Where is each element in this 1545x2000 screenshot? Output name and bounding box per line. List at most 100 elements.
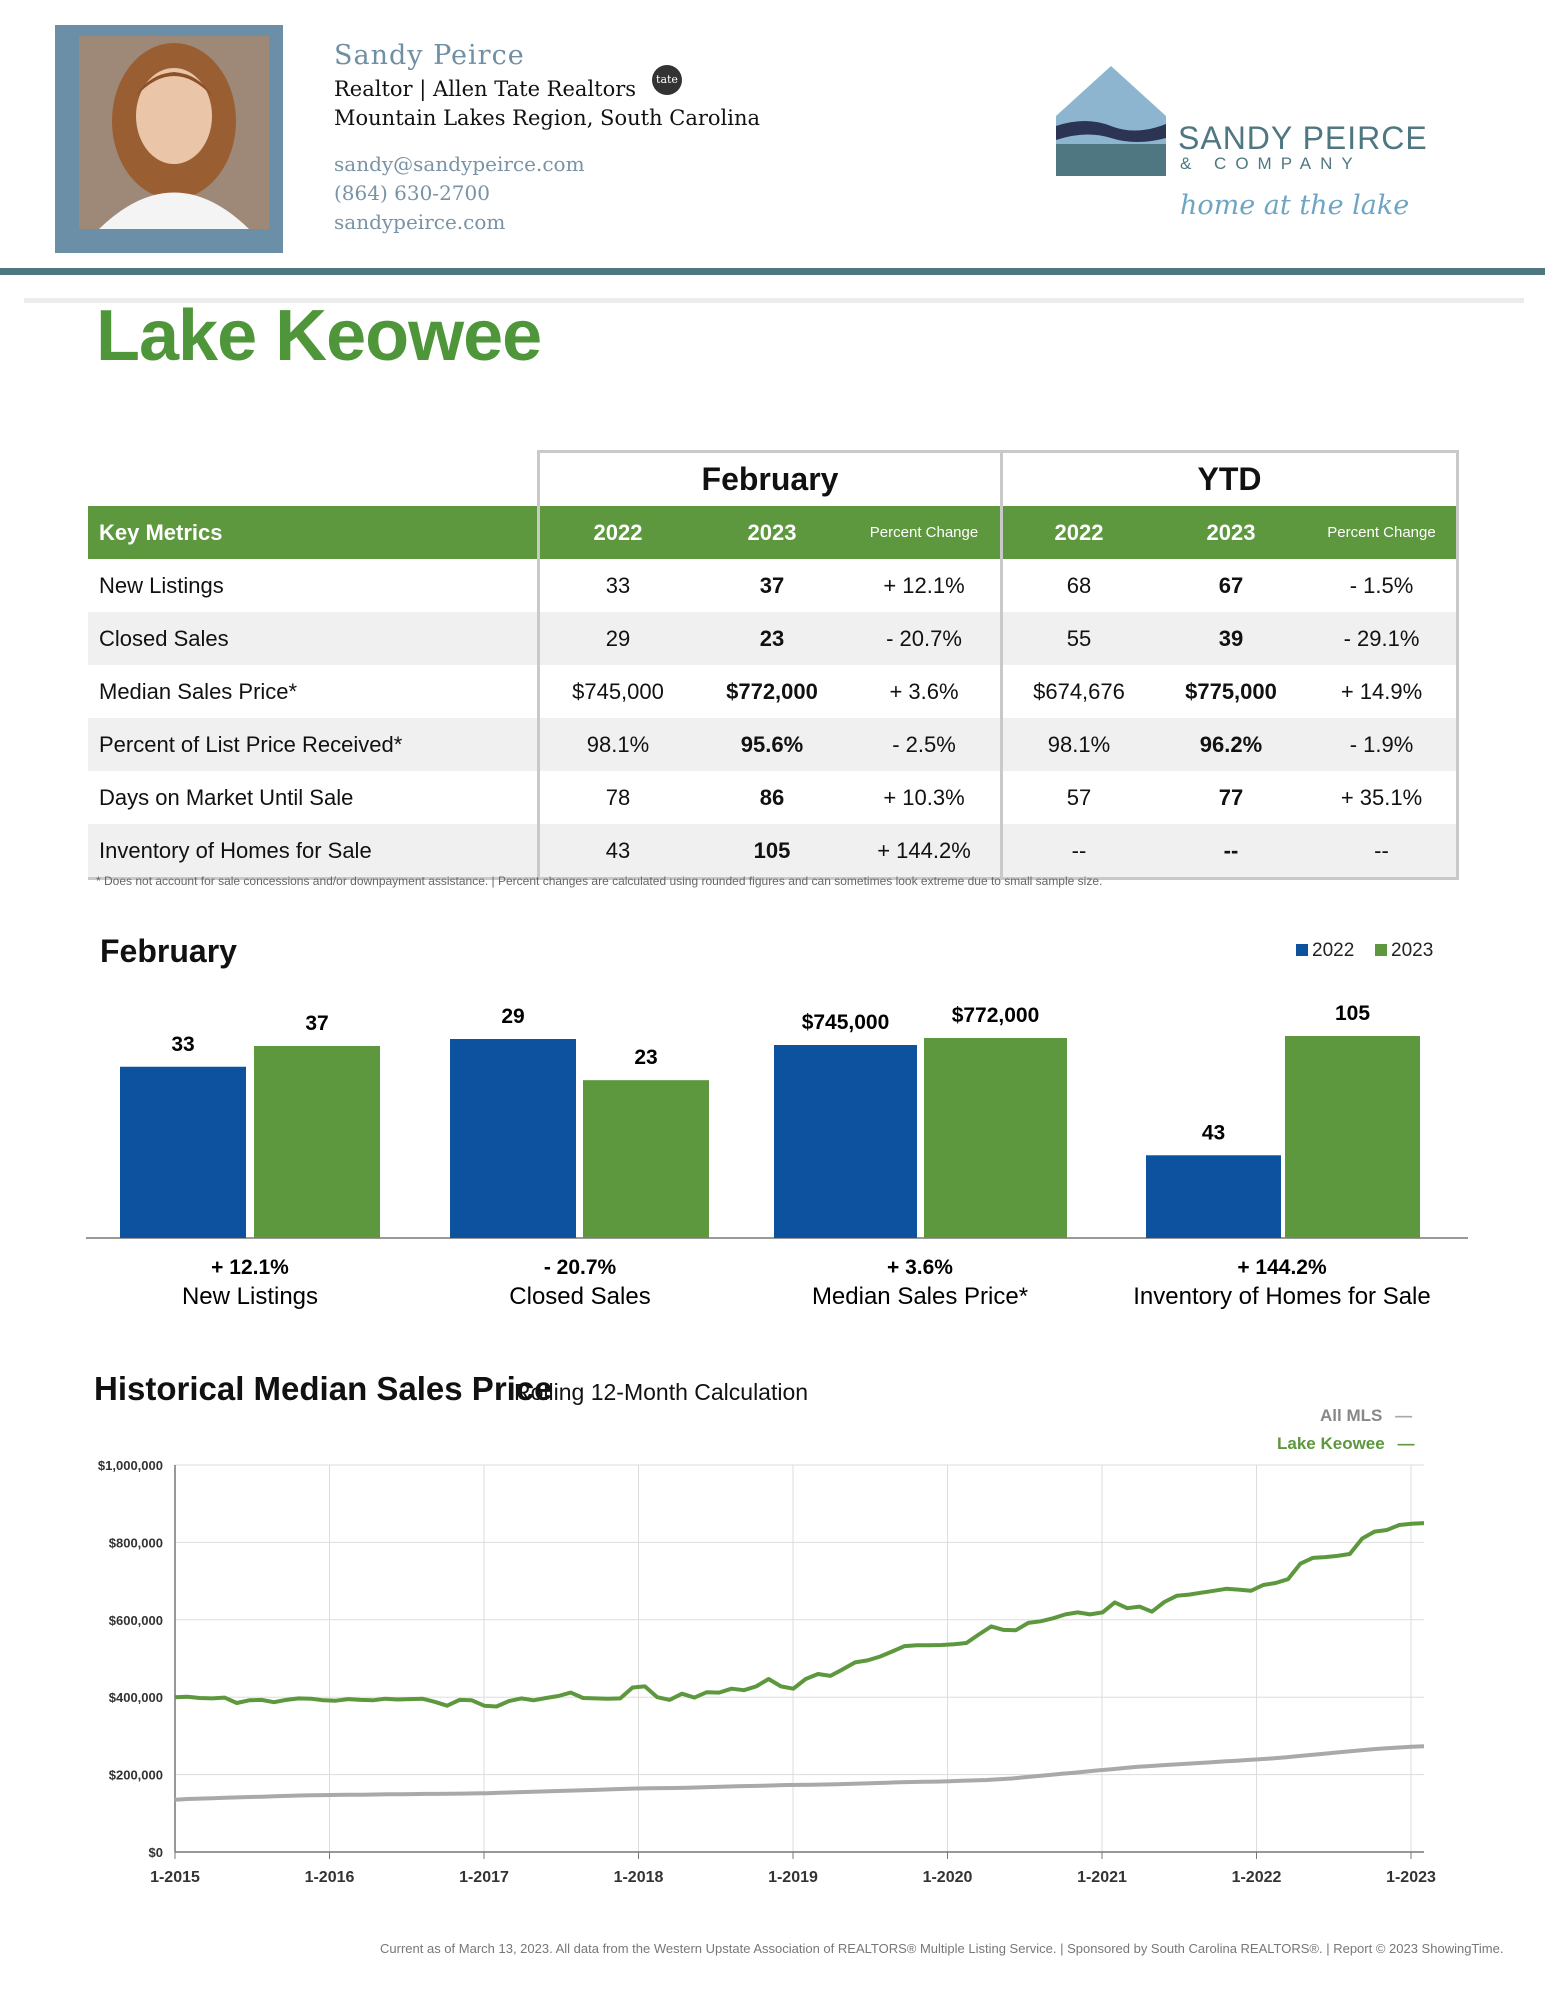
feb-2023-value: 37 — [759, 572, 785, 598]
ytd-2023-value: 67 — [1218, 572, 1244, 598]
hist-chart-title: Historical Median Sales Price — [94, 1370, 553, 1407]
bar-2023-label: 105 — [1335, 1002, 1370, 1025]
feb-2022-value: 33 — [537, 559, 696, 612]
feb-percent-change: - 20.7% — [848, 612, 1002, 665]
hist-chart-subtitle: Rolling 12-Month Calculation — [514, 1379, 809, 1405]
group-percent-change: + 12.1% — [211, 1256, 289, 1279]
bar-2023-label: 37 — [305, 1012, 328, 1035]
table-footnote: * Does not account for sale concessions … — [96, 874, 1103, 888]
company-logo-icon — [1056, 66, 1166, 176]
y-tick-label: $800,000 — [109, 1535, 163, 1550]
x-tick-label: 1-2022 — [1232, 1869, 1282, 1886]
metric-name: Closed Sales — [88, 612, 539, 665]
group-percent-change: - 20.7% — [544, 1256, 617, 1279]
metric-name: Inventory of Homes for Sale — [88, 824, 539, 880]
legend-2023-swatch — [1375, 944, 1387, 956]
logo-tagline: home at the lake — [1180, 190, 1410, 221]
agent-website[interactable]: sandypeirce.com — [334, 210, 506, 234]
ytd-percent-change: - 1.5% — [1307, 559, 1459, 612]
table-row: New Listings 33 37 + 12.1% 68 67 - 1.5% — [88, 559, 1459, 612]
bar-2022 — [120, 1066, 246, 1238]
feb-2023-value: 86 — [759, 784, 785, 810]
table-row: Percent of List Price Received* 98.1% 95.6… — [88, 718, 1459, 771]
page-footer: Current as of March 13, 2023. All data f… — [380, 1941, 1504, 1956]
metric-name: Median Sales Price* — [99, 678, 298, 704]
col-ytd-2023: 2023 — [1155, 506, 1307, 559]
x-tick-label: 1-2023 — [1386, 1869, 1436, 1886]
bar-2022-label: 43 — [1202, 1121, 1225, 1144]
group-label: Closed Sales — [509, 1283, 650, 1310]
feb-2023-value: 105 — [696, 824, 848, 880]
feb-2022-value: 98.1% — [537, 718, 696, 771]
bar-2023 — [254, 1046, 380, 1238]
y-tick-label: $0 — [149, 1845, 163, 1860]
bar-chart: 33 37 + 12.1% New Listings 29 23 - 20.7% Closed… — [86, 1002, 1468, 1310]
agent-phone[interactable]: (864) 630-2700 — [334, 181, 490, 205]
feb-percent-change: + 12.1% — [883, 572, 965, 598]
key-metrics-header: Key Metrics — [88, 506, 539, 559]
metric-name: Percent of List Price Received* — [88, 718, 539, 771]
col-ytd-2022: 2022 — [1000, 506, 1155, 559]
bar-2023 — [924, 1038, 1067, 1238]
ytd-percent-change: + 35.1% — [1307, 771, 1459, 824]
y-tick-label: $1,000,000 — [98, 1458, 163, 1473]
feb-percent-change: + 10.3% — [883, 784, 965, 810]
bar-2022-label: 29 — [501, 1005, 524, 1028]
bar-2023 — [1285, 1036, 1420, 1238]
legend-lake-keowee: Lake Keowee — — [1277, 1434, 1415, 1453]
table-row: Closed Sales 29 23- 20.7% 55 39- 29.1% — [88, 612, 1459, 665]
group-percent-change: + 144.2% — [1237, 1256, 1327, 1279]
feb-2022-value: $745,000 — [537, 665, 696, 718]
agent-email[interactable]: sandy@sandypeirce.com — [334, 152, 585, 176]
bar-2022-label: $745,000 — [802, 1011, 890, 1034]
legend-2022: 2022 — [1296, 940, 1354, 962]
group-percent-change: + 3.6% — [887, 1256, 953, 1279]
metric-name: Days on Market Until Sale — [99, 784, 354, 810]
group-label: Median Sales Price* — [812, 1283, 1028, 1310]
feb-2023-value: $772,000 — [726, 678, 818, 704]
metrics-table: February YTD Key Metrics 2022 2023 Perce… — [88, 450, 1459, 880]
bar-2022 — [774, 1045, 917, 1238]
group-ytd: YTD — [1001, 450, 1459, 506]
x-tick-label: 1-2016 — [305, 1869, 355, 1886]
group-february: February — [537, 450, 1003, 506]
feb-2022-value: 43 — [537, 824, 696, 880]
line-chart: 1-2015 1-2016 1-2017 1-2018 1-2019 1-2020 1-20… — [98, 1458, 1436, 1886]
ytd-2022-value: -- — [1000, 824, 1155, 880]
legend-all-mls: All MLS — — [1320, 1406, 1413, 1425]
col-percent-change: Percent Change — [848, 506, 1002, 559]
table-row: Inventory of Homes for Sale 43 105 + 144.2%… — [88, 824, 1459, 880]
ytd-2023-value: 77 — [1218, 784, 1244, 810]
x-tick-label: 1-2017 — [459, 1869, 509, 1886]
ytd-2023-value: 96.2% — [1155, 718, 1307, 771]
bar-chart-title: February — [100, 933, 237, 969]
agent-region: Mountain Lakes Region, South Carolina — [334, 106, 760, 130]
metric-name: New Listings — [99, 572, 224, 598]
table-row: Days on Market Until Sale 78 86 + 10.3% 57 77… — [88, 771, 1459, 824]
series-all-mls-line — [174, 1744, 1425, 1802]
ytd-2022-value: 98.1% — [1000, 718, 1155, 771]
feb-2023-value: 95.6% — [696, 718, 848, 771]
ytd-percent-change: - 1.9% — [1307, 718, 1459, 771]
series-lake-keowee-line — [174, 1521, 1425, 1709]
feb-2023-value: 23 — [696, 612, 848, 665]
ytd-2022-value: $674,676 — [1000, 665, 1155, 718]
page-title: Lake Keowee — [96, 296, 542, 376]
bar-2022 — [1146, 1155, 1281, 1238]
agent-name: Sandy Peirce — [334, 40, 525, 71]
logo-sub: & COMPANY — [1180, 154, 1362, 173]
group-header-row: February YTD — [88, 450, 1459, 506]
feb-2022-value: 29 — [537, 612, 696, 665]
bar-2023 — [583, 1080, 709, 1238]
agent-title: Realtor | Allen Tate Realtors — [334, 77, 637, 101]
feb-percent-change: + 144.2% — [848, 824, 1002, 880]
feb-2022-value: 78 — [537, 771, 696, 824]
y-tick-label: $400,000 — [109, 1690, 163, 1705]
ytd-2022-value: 57 — [1000, 771, 1155, 824]
y-tick-label: $600,000 — [109, 1613, 163, 1628]
shadow-divider — [24, 298, 1524, 303]
ytd-2023-value: 39 — [1155, 612, 1307, 665]
agent-photo — [79, 36, 269, 229]
x-tick-label: 1-2020 — [923, 1869, 973, 1886]
column-header-row: Key Metrics 2022 2023 Percent Change 202… — [88, 506, 1459, 559]
